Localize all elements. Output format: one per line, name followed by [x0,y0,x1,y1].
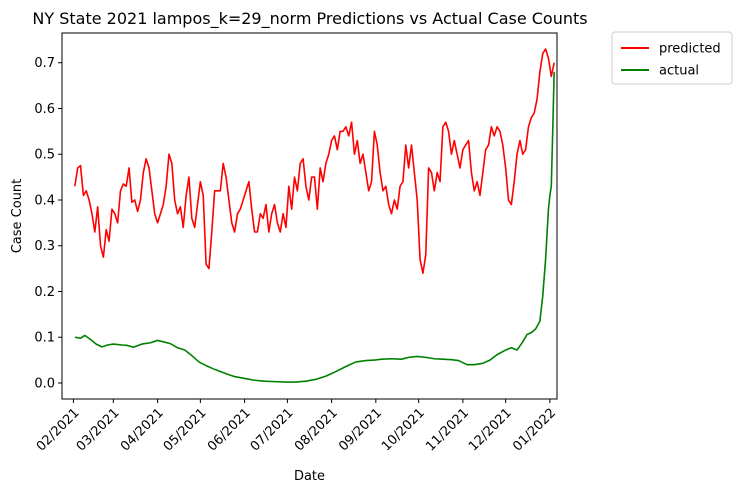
x-tick-label: 04/2021 [118,406,167,455]
series-line-actual [74,71,555,383]
x-tick-label: 05/2021 [161,406,210,455]
x-tick-label: 01/2022 [510,406,559,455]
x-tick-label: 12/2021 [466,406,515,455]
legend-label-predicted: predicted [659,42,721,57]
y-tick-label: 0.2 [34,285,55,300]
series-layer [74,48,555,383]
x-axis-label: Date [294,469,325,484]
legend: predicted actual [611,31,733,85]
x-tick-label: 08/2021 [292,406,341,455]
y-tick-label: 0.7 [34,56,55,71]
legend-label-actual: actual [659,64,699,79]
x-tick-label: 03/2021 [74,406,123,455]
y-axis: 0.0 0.1 0.2 0.3 0.4 0.5 0.6 0.7 [34,56,62,391]
y-tick-label: 0.0 [34,376,55,391]
x-axis: 02/202103/202104/202105/202106/202107/20… [34,399,559,454]
x-tick-label: 10/2021 [379,406,428,455]
x-tick-label: 07/2021 [248,406,297,455]
x-tick-label: 11/2021 [423,406,472,455]
x-tick-label: 06/2021 [205,406,254,455]
y-tick-label: 0.1 [34,331,55,346]
y-axis-label: Case Count [10,179,25,254]
y-tick-label: 0.3 [34,239,55,254]
y-tick-label: 0.4 [34,193,55,208]
chart-title: NY State 2021 lampos_k=29_norm Predictio… [32,9,587,29]
x-tick-label: 02/2021 [34,406,83,455]
x-tick-label: 09/2021 [336,406,385,455]
plot-area [61,32,558,400]
series-line-predicted [74,48,555,274]
y-tick-label: 0.5 [34,148,55,163]
y-tick-label: 0.6 [34,102,55,117]
